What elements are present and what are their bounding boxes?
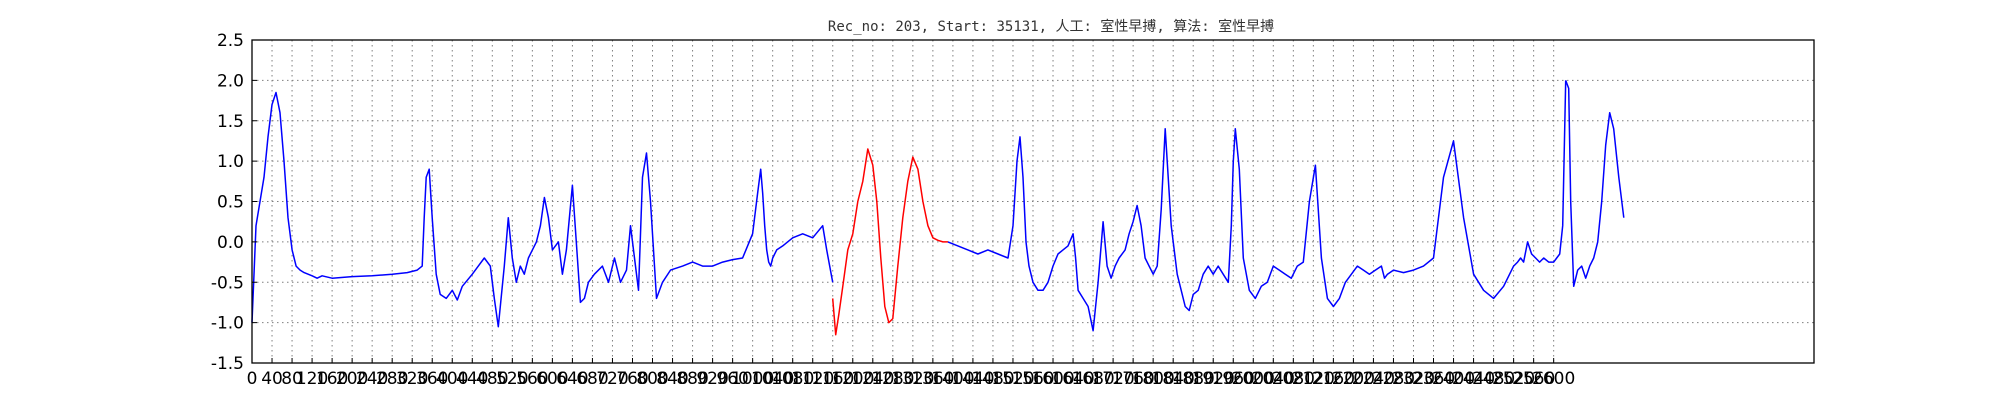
y-tick-label: 2.0 <box>217 71 244 91</box>
x-tick-label: 1120 <box>791 369 834 389</box>
x-tick-label: 680 <box>576 369 608 389</box>
x-tick-label: 1000 <box>731 369 774 389</box>
x-tick-label: 0 <box>247 369 258 389</box>
x-tick-label: 2080 <box>1272 369 1315 389</box>
x-tick-label: 1320 <box>891 369 934 389</box>
x-tick-label: 1520 <box>991 369 1034 389</box>
x-tick-label: 280 <box>376 369 408 389</box>
x-tick-label: 480 <box>476 369 508 389</box>
x-tick-label: 240 <box>356 369 388 389</box>
y-tick-label: 0.5 <box>217 193 244 213</box>
x-tick-label: 1400 <box>931 369 974 389</box>
x-tick-label: 1880 <box>1172 369 1215 389</box>
x-tick-label: 2120 <box>1292 369 1335 389</box>
x-tick-label: 840 <box>656 369 688 389</box>
x-tick-label: 2520 <box>1492 369 1535 389</box>
x-tick-label: 1840 <box>1152 369 1195 389</box>
x-tick-label: 1240 <box>851 369 894 389</box>
x-tick-label: 1720 <box>1091 369 1134 389</box>
x-tick-label: 2280 <box>1372 369 1415 389</box>
x-tick-label: 1160 <box>811 369 854 389</box>
x-tick-label: 520 <box>496 369 528 389</box>
x-tick-label: 2480 <box>1472 369 1515 389</box>
y-tick-label: 0.0 <box>217 233 244 253</box>
x-tick-label: 560 <box>516 369 548 389</box>
x-tick-label: 440 <box>456 369 488 389</box>
chart-title: Rec_no: 203, Start: 35131, 人工: 室性早搏, 算法:… <box>828 18 1274 35</box>
x-tick-label: 80 <box>281 369 303 389</box>
y-tick-label: -1.0 <box>211 314 244 334</box>
x-tick-label: 1360 <box>911 369 954 389</box>
x-tick-label: 2040 <box>1252 369 1295 389</box>
x-tick-label: 1920 <box>1192 369 1235 389</box>
x-tick-label: 2320 <box>1392 369 1435 389</box>
ecg-series-line <box>947 80 1567 332</box>
x-tick-label: 960 <box>716 369 748 389</box>
x-axis-ticks: 0 408012016020024028032036040044048052056… <box>247 358 1575 389</box>
x-tick-label: 2360 <box>1412 369 1455 389</box>
x-tick-label: 1560 <box>1011 369 1054 389</box>
x-tick-label: 360 <box>416 369 448 389</box>
ecg-series-line <box>251 91 834 328</box>
x-tick-label: 2440 <box>1452 369 1495 389</box>
x-tick-label: 640 <box>556 369 588 389</box>
highlighted-beat-line <box>831 148 948 336</box>
x-tick-label: 1080 <box>771 369 814 389</box>
x-tick-label: 1440 <box>951 369 994 389</box>
x-tick-label: 800 <box>636 369 668 389</box>
x-tick-label: 1280 <box>871 369 914 389</box>
x-tick-label: 1760 <box>1111 369 1154 389</box>
x-tick-label: 2560 <box>1512 369 1555 389</box>
x-tick-label: 120 <box>296 369 328 389</box>
x-tick-label: 1680 <box>1071 369 1114 389</box>
x-tick-label: 600 <box>536 369 568 389</box>
x-tick-label: 40 <box>261 369 283 389</box>
x-tick-label: 320 <box>396 369 428 389</box>
x-tick-label: 1640 <box>1051 369 1094 389</box>
y-tick-label: 2.5 <box>217 31 244 51</box>
x-tick-label: 880 <box>676 369 708 389</box>
y-tick-label: 1.0 <box>217 152 244 172</box>
x-tick-label: 760 <box>616 369 648 389</box>
data-lines <box>251 80 1625 336</box>
y-tick-label: -0.5 <box>211 273 244 293</box>
x-tick-label: 2160 <box>1312 369 1355 389</box>
x-tick-label: 720 <box>596 369 628 389</box>
x-tick-label: 2200 <box>1332 369 1375 389</box>
x-tick-label: 200 <box>336 369 368 389</box>
x-tick-label: 2000 <box>1232 369 1275 389</box>
y-axis-ticks: 2.5 2.0 1.5 1.0 0.5 0.0 -0.5 -1.0 -1.5 <box>211 31 257 374</box>
x-tick-label: 2600 <box>1532 369 1575 389</box>
ecg-series-line <box>1564 80 1625 288</box>
grid <box>251 39 1814 364</box>
y-tick-label: 1.5 <box>217 112 244 132</box>
x-tick-label: 1480 <box>971 369 1014 389</box>
x-tick-label: 1960 <box>1212 369 1255 389</box>
x-tick-label: 1800 <box>1132 369 1175 389</box>
x-tick-label: 400 <box>436 369 468 389</box>
y-tick-label: -1.5 <box>211 354 244 374</box>
x-tick-label: 2400 <box>1432 369 1475 389</box>
x-tick-label: 1200 <box>831 369 874 389</box>
x-tick-label: 920 <box>696 369 728 389</box>
x-tick-label: 1040 <box>751 369 794 389</box>
x-tick-label: 1600 <box>1031 369 1074 389</box>
x-tick-label: 160 <box>316 369 348 389</box>
x-tick-label: 2240 <box>1352 369 1395 389</box>
